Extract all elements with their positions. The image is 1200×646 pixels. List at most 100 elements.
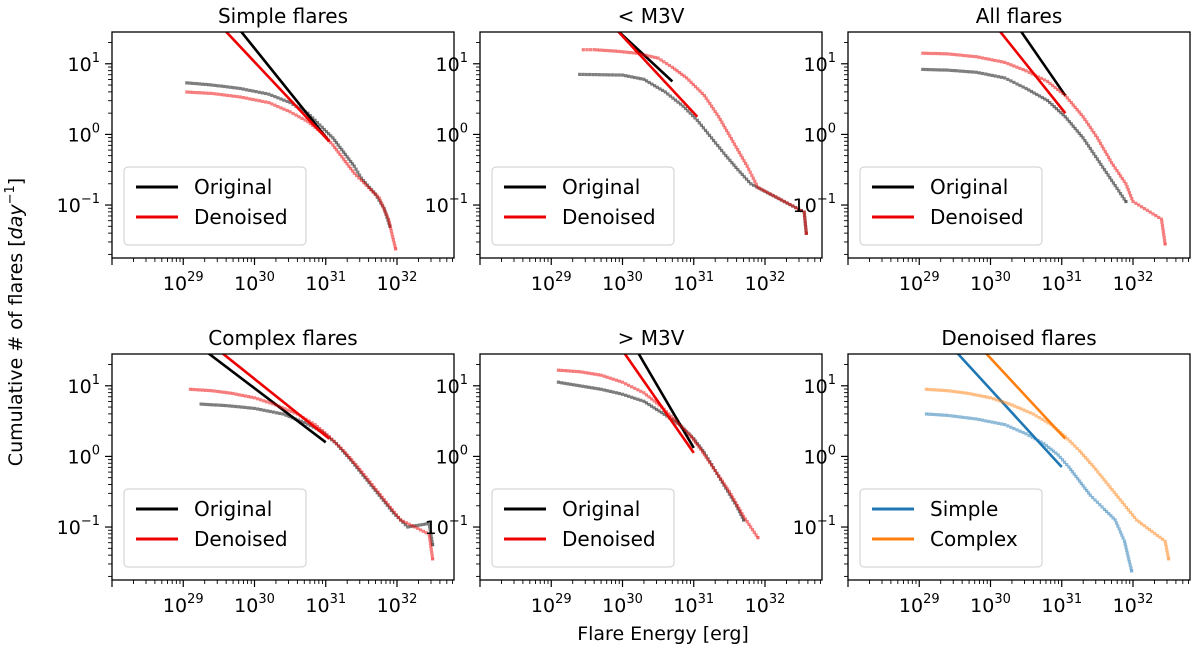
data-point bbox=[1083, 139, 1087, 143]
data-point bbox=[1053, 85, 1057, 90]
data-point bbox=[982, 395, 986, 399]
data-point bbox=[745, 520, 749, 524]
data-point bbox=[313, 423, 317, 427]
data-point bbox=[958, 390, 962, 394]
legend-label-simple: Simple bbox=[930, 497, 998, 521]
data-point bbox=[262, 408, 266, 412]
data-point bbox=[1000, 422, 1004, 426]
data-point bbox=[302, 420, 306, 425]
data-point bbox=[749, 182, 753, 186]
legend: Original Denoised bbox=[491, 166, 675, 246]
data-point bbox=[1162, 236, 1166, 240]
data-point bbox=[693, 85, 698, 89]
data-point bbox=[1009, 425, 1013, 429]
data-point bbox=[974, 55, 978, 59]
data-point bbox=[707, 133, 712, 137]
data-point bbox=[630, 395, 634, 399]
data-point bbox=[692, 438, 696, 442]
data-point bbox=[1045, 98, 1050, 103]
data-point bbox=[350, 169, 355, 173]
data-point bbox=[354, 167, 358, 171]
data-point bbox=[924, 67, 928, 72]
data-point bbox=[1125, 548, 1129, 552]
data-point bbox=[334, 148, 338, 152]
data-point bbox=[971, 417, 975, 421]
data-point bbox=[350, 458, 354, 462]
data-point bbox=[1092, 465, 1096, 469]
data-point bbox=[1021, 68, 1025, 72]
data-point bbox=[1088, 460, 1092, 464]
data-point bbox=[428, 541, 432, 545]
data-point bbox=[233, 404, 238, 409]
panel-title: > M3V bbox=[618, 326, 685, 350]
legend: Original Denoised bbox=[859, 166, 1043, 246]
data-point bbox=[649, 397, 654, 401]
y-axis: 101 100 10−1 bbox=[425, 364, 480, 577]
series-denoised bbox=[921, 51, 1167, 246]
data-point bbox=[378, 493, 382, 497]
data-point bbox=[691, 82, 695, 87]
data-point bbox=[340, 155, 344, 159]
data-point bbox=[726, 156, 730, 160]
x-axis: 1029 1030 1031 1032 bbox=[111, 258, 453, 295]
data-point bbox=[228, 391, 232, 395]
data-point bbox=[1031, 412, 1035, 416]
data-point bbox=[683, 106, 687, 111]
data-point bbox=[1080, 451, 1084, 455]
data-point bbox=[681, 426, 685, 430]
data-point bbox=[388, 505, 392, 509]
data-point bbox=[1140, 205, 1144, 209]
data-point bbox=[968, 70, 972, 74]
data-point bbox=[940, 413, 944, 417]
data-point bbox=[392, 241, 396, 245]
data-point bbox=[246, 406, 250, 410]
data-point bbox=[1102, 168, 1107, 172]
data-point bbox=[399, 518, 403, 522]
data-point bbox=[1105, 152, 1109, 156]
data-point bbox=[620, 73, 625, 77]
data-point bbox=[219, 84, 223, 88]
data-point bbox=[704, 96, 708, 100]
data-point bbox=[688, 111, 692, 115]
data-point bbox=[974, 417, 978, 421]
panel-data bbox=[185, 32, 398, 251]
fit-line-denoised bbox=[221, 354, 331, 440]
data-point bbox=[1098, 141, 1103, 145]
data-point bbox=[759, 187, 763, 191]
data-point bbox=[1122, 503, 1126, 507]
data-point bbox=[642, 399, 646, 403]
data-point bbox=[804, 225, 808, 229]
x-tick-label: 1029 bbox=[531, 270, 572, 295]
data-point bbox=[1122, 539, 1127, 543]
data-point bbox=[611, 377, 615, 381]
data-point bbox=[1160, 223, 1164, 227]
data-point bbox=[642, 77, 646, 81]
data-point bbox=[697, 121, 701, 125]
data-point bbox=[693, 116, 697, 120]
data-point bbox=[1100, 475, 1104, 479]
data-point bbox=[265, 400, 269, 404]
data-point bbox=[254, 98, 258, 102]
data-point bbox=[1100, 144, 1104, 148]
x-tick-label: 1029 bbox=[531, 592, 572, 617]
data-point bbox=[596, 387, 600, 391]
data-point bbox=[1067, 98, 1071, 102]
data-point bbox=[1066, 437, 1070, 441]
data-point bbox=[1130, 513, 1135, 517]
data-point bbox=[736, 148, 740, 152]
data-point bbox=[281, 412, 285, 416]
data-point bbox=[234, 392, 238, 396]
data-point bbox=[1093, 498, 1097, 502]
data-point bbox=[1094, 133, 1098, 137]
panels: Simple flares 1029 1030 1031 1032 101 100 10−1 O… bbox=[57, 4, 1191, 617]
data-point bbox=[949, 414, 953, 418]
data-point bbox=[927, 387, 931, 392]
data-point bbox=[633, 396, 637, 400]
data-point bbox=[248, 97, 252, 101]
data-point bbox=[218, 403, 222, 407]
data-point bbox=[428, 528, 432, 532]
data-point bbox=[742, 514, 746, 518]
data-point bbox=[284, 413, 288, 417]
data-point bbox=[424, 531, 428, 535]
panel-title: All flares bbox=[976, 4, 1063, 28]
